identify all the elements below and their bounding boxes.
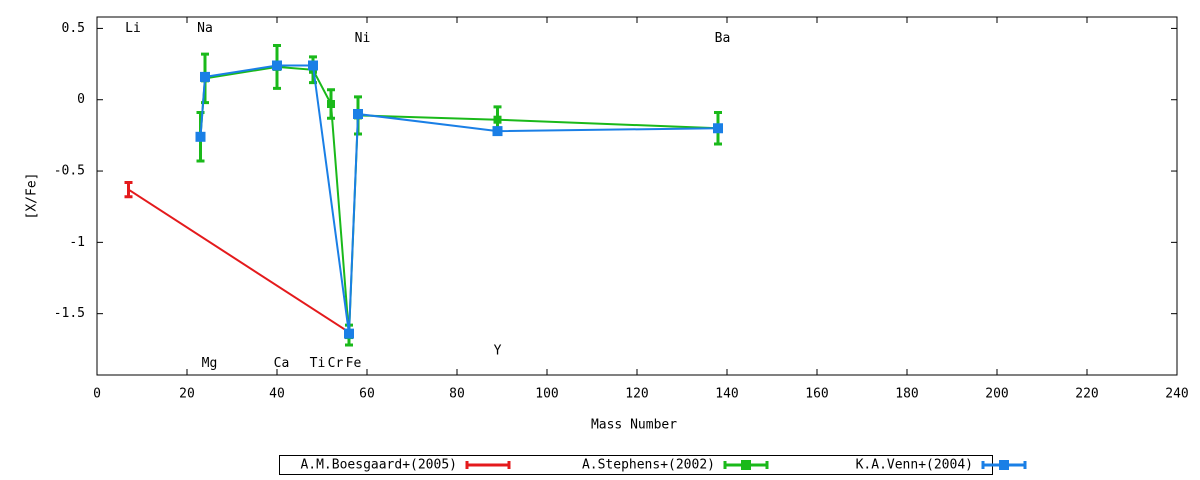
element-label: Y <box>494 343 502 358</box>
legend-marker <box>741 460 751 470</box>
point <box>200 71 210 82</box>
point <box>272 60 282 71</box>
point <box>493 115 502 124</box>
x-tick-label: 240 <box>1165 387 1188 402</box>
element-label: Li <box>125 21 141 36</box>
x-axis-label: Mass Number <box>591 418 677 433</box>
x-tick-label: 220 <box>1075 387 1098 402</box>
point <box>195 131 206 142</box>
series-line <box>199 65 719 336</box>
x-tick-label: 200 <box>985 387 1008 402</box>
point <box>308 60 318 71</box>
point <box>327 100 335 109</box>
element-label: Cr <box>328 356 344 371</box>
x-tick-label: 40 <box>269 387 285 402</box>
element-label: Ca <box>274 356 290 371</box>
point <box>353 108 363 119</box>
element-label: Mg <box>202 356 218 371</box>
element-label: Ba <box>715 31 731 46</box>
element-label: Fe <box>346 356 362 371</box>
x-tick-label: 20 <box>179 387 195 402</box>
y-tick-label: 0.5 <box>62 21 85 36</box>
x-tick-label: 60 <box>359 387 375 402</box>
y-axis-label: [X/Fe] <box>25 173 40 220</box>
x-tick-label: 160 <box>805 387 828 402</box>
x-tick-label: 100 <box>535 387 558 402</box>
x-tick-label: 120 <box>625 387 648 402</box>
y-tick-label: 0 <box>77 92 85 107</box>
series-line <box>127 188 350 334</box>
y-tick-label: -0.5 <box>54 164 85 179</box>
point <box>713 123 723 134</box>
y-tick-label: -1 <box>69 235 85 250</box>
x-tick-label: 180 <box>895 387 918 402</box>
error-bar <box>124 180 133 199</box>
element-label: Na <box>197 21 213 36</box>
point <box>344 328 354 339</box>
legend-label: K.A.Venn+(2004) <box>856 458 973 473</box>
series-line <box>199 64 719 334</box>
x-tick-label: 140 <box>715 387 738 402</box>
y-tick-label: -1.5 <box>54 306 85 321</box>
legend-label: A.Stephens+(2002) <box>582 458 715 473</box>
legend-marker <box>999 460 1009 470</box>
element-label: Ni <box>355 31 371 46</box>
x-tick-label: 80 <box>449 387 465 402</box>
x-tick-label: 0 <box>93 387 101 402</box>
element-label: Ti <box>310 356 326 371</box>
legend-swatch <box>465 461 511 469</box>
legend-label: A.M.Boesgaard+(2005) <box>300 458 457 473</box>
point <box>492 126 503 137</box>
